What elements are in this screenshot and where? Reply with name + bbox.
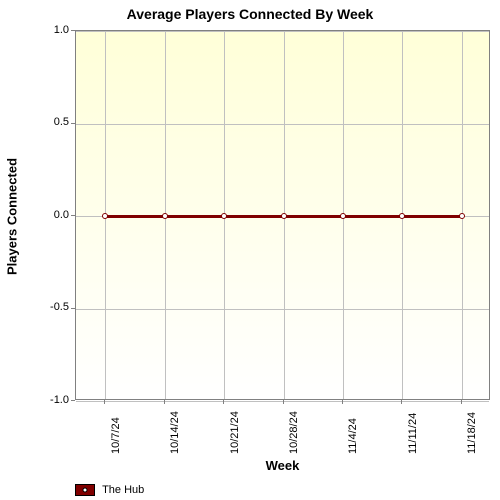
data-marker [102, 213, 108, 219]
xtick-label: 11/18/24 [466, 412, 478, 454]
gridline-horizontal [76, 124, 489, 125]
data-marker [221, 213, 227, 219]
y-axis-label: Players Connected [5, 31, 20, 401]
xtick [342, 400, 343, 404]
plot-area [75, 30, 490, 400]
data-marker [340, 213, 346, 219]
ytick-label: -0.5 [35, 301, 69, 313]
xtick [223, 400, 224, 404]
legend-swatch [75, 484, 95, 496]
xtick [461, 400, 462, 404]
ytick-label: 1.0 [35, 24, 69, 36]
xtick-label: 11/11/24 [407, 413, 419, 454]
xtick-label: 10/7/24 [110, 417, 122, 454]
ytick [71, 215, 75, 216]
xtick [283, 400, 284, 404]
xtick-label: 10/21/24 [229, 411, 241, 454]
ytick [71, 400, 75, 401]
gridline-horizontal [76, 309, 489, 310]
chart-title: Average Players Connected By Week [0, 6, 500, 22]
xtick-label: 10/14/24 [169, 411, 181, 454]
gridline-horizontal [76, 31, 489, 32]
ytick-label: 0.0 [35, 209, 69, 221]
ytick [71, 308, 75, 309]
xtick [104, 400, 105, 404]
x-axis-label: Week [75, 458, 490, 473]
data-marker [281, 213, 287, 219]
data-marker [399, 213, 405, 219]
legend-marker-icon [83, 488, 88, 493]
ytick [71, 30, 75, 31]
ytick-label: -1.0 [35, 394, 69, 406]
legend-label: The Hub [102, 484, 144, 496]
chart-container: Average Players Connected By Week Player… [0, 0, 500, 500]
xtick [401, 400, 402, 404]
legend: The Hub [75, 484, 144, 496]
ytick [71, 123, 75, 124]
xtick-label: 11/4/24 [347, 418, 359, 454]
xtick [164, 400, 165, 404]
data-marker [162, 213, 168, 219]
xtick-label: 10/28/24 [288, 411, 300, 454]
data-marker [459, 213, 465, 219]
ytick-label: 0.5 [35, 116, 69, 128]
